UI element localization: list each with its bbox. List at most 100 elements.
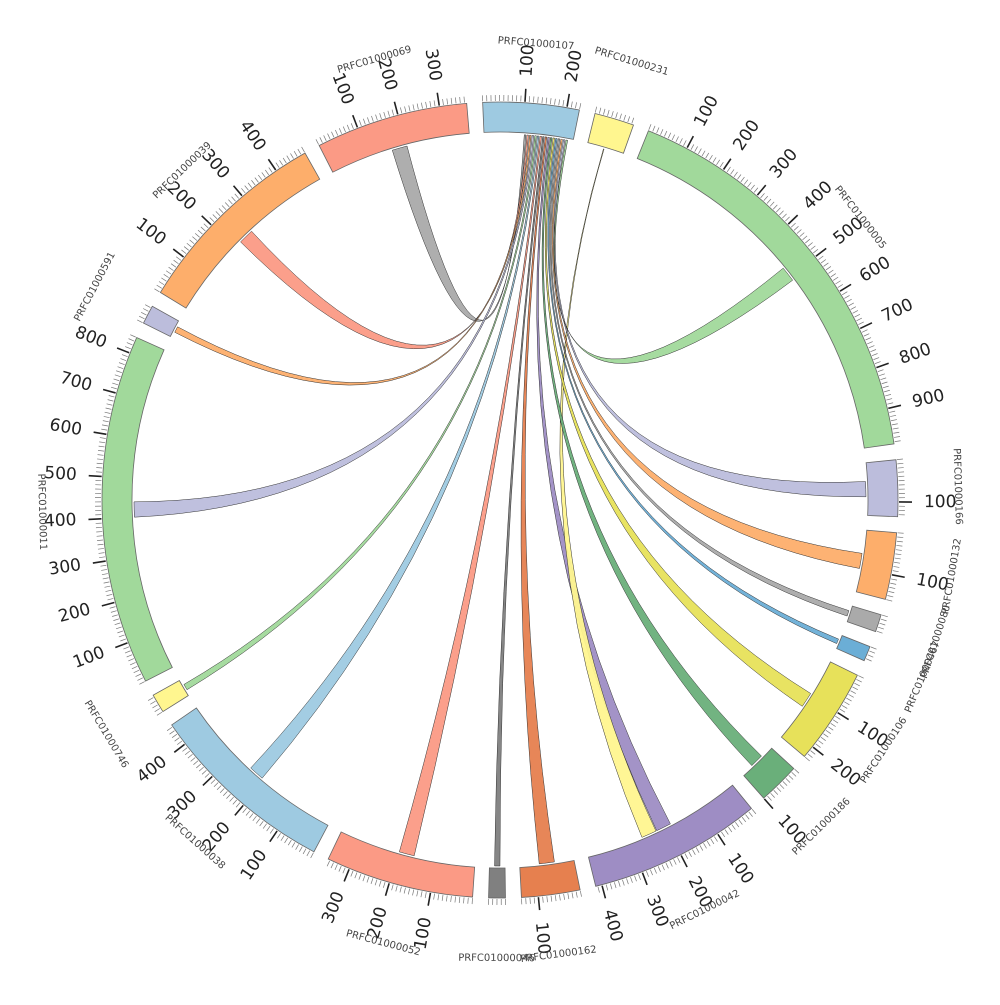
minor-tick [886, 399, 892, 401]
minor-tick [115, 375, 121, 377]
minor-tick [599, 108, 600, 114]
minor-tick [383, 882, 385, 888]
minor-tick [791, 223, 795, 227]
minor-tick [816, 744, 821, 748]
minor-tick [714, 837, 717, 842]
minor-tick [157, 712, 162, 715]
minor-tick [108, 400, 114, 401]
minor-tick [288, 840, 291, 845]
minor-tick [196, 764, 201, 768]
minor-tick [854, 683, 859, 686]
link-PRFC01000107-PRFC01000186 [542, 137, 761, 765]
minor-tick [235, 194, 239, 199]
minor-tick [134, 670, 139, 673]
minor-tick [339, 128, 341, 134]
minor-tick [139, 316, 144, 319]
tick-label: 400 [44, 510, 77, 532]
minor-tick [351, 123, 353, 129]
tick-label: 100 [723, 850, 757, 888]
major-tick [89, 476, 102, 477]
minor-tick [744, 180, 748, 185]
minor-tick [118, 367, 124, 369]
minor-tick [307, 851, 310, 856]
tick-label: 800 [897, 339, 934, 369]
minor-tick [666, 863, 669, 868]
minor-tick [170, 731, 175, 734]
major-tick [892, 575, 905, 577]
tick-label: 200 [56, 599, 93, 627]
minor-tick [129, 339, 135, 341]
major-tick [103, 389, 116, 392]
minor-tick [826, 730, 831, 733]
minor-tick [887, 403, 893, 404]
minor-tick [191, 758, 196, 762]
minor-tick [856, 679, 861, 682]
minor-tick [734, 172, 738, 177]
minor-tick [653, 126, 655, 132]
minor-tick [442, 895, 443, 901]
minor-tick [555, 895, 556, 901]
minor-tick [616, 112, 618, 118]
minor-tick [347, 125, 349, 131]
minor-tick [598, 887, 599, 893]
major-tick [687, 136, 693, 147]
minor-tick [893, 571, 899, 572]
minor-tick [392, 884, 394, 890]
minor-tick [646, 871, 648, 877]
major-tick [876, 363, 888, 367]
minor-tick [752, 809, 756, 814]
minor-tick [205, 773, 209, 777]
minor-tick [145, 305, 150, 308]
minor-tick [195, 233, 200, 237]
minor-tick [324, 135, 327, 140]
minor-tick [572, 892, 573, 898]
segment-PRFC01000746 [153, 681, 188, 712]
minor-tick [785, 217, 789, 221]
minor-tick [846, 698, 851, 701]
minor-tick [217, 785, 221, 789]
minor-tick [434, 100, 435, 106]
minor-tick [265, 170, 268, 175]
major-tick [102, 603, 115, 606]
minor-tick [396, 886, 398, 892]
minor-tick [116, 627, 122, 629]
minor-tick [371, 116, 373, 122]
minor-tick [258, 175, 262, 180]
minor-tick [706, 153, 709, 158]
minor-tick [371, 878, 373, 884]
minor-tick [120, 639, 126, 641]
minor-tick [181, 250, 186, 254]
minor-tick [152, 705, 157, 708]
minor-tick [875, 362, 881, 364]
minor-tick [610, 883, 612, 889]
minor-tick [171, 264, 176, 268]
minor-tick [676, 136, 679, 141]
minor-tick [831, 723, 836, 726]
minor-tick [768, 796, 772, 800]
minor-tick [890, 415, 896, 416]
minor-tick [447, 99, 448, 105]
minor-tick [122, 355, 128, 357]
minor-tick [99, 553, 105, 554]
minor-tick [392, 110, 394, 116]
minor-tick [662, 865, 664, 870]
minor-tick [188, 754, 193, 758]
minor-tick [850, 691, 855, 694]
minor-tick [193, 761, 198, 765]
minor-tick [797, 229, 801, 233]
minor-tick [680, 138, 683, 143]
minor-tick [608, 110, 610, 116]
minor-tick [868, 655, 874, 657]
minor-tick [169, 267, 174, 270]
minor-tick [113, 619, 119, 621]
minor-tick [650, 870, 652, 876]
minor-tick [853, 687, 858, 690]
major-tick [115, 643, 127, 648]
minor-tick [741, 177, 745, 182]
minor-tick [568, 893, 569, 899]
minor-tick [767, 199, 771, 203]
minor-tick [97, 540, 103, 541]
minor-tick [869, 346, 875, 348]
major-tick [94, 432, 107, 434]
tick-label: 100 [70, 642, 107, 672]
